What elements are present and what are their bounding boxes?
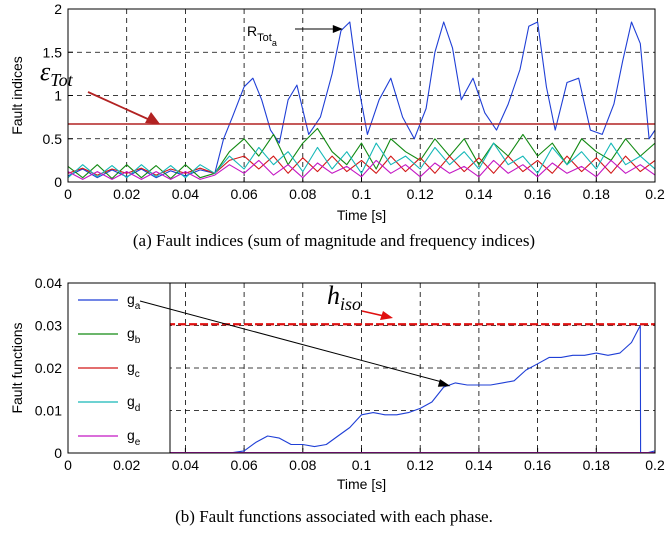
x-tick-label: 0.12 — [407, 186, 434, 202]
y-tick-label: 0.03 — [35, 318, 62, 334]
threshold-arrow-b — [361, 310, 385, 317]
series-line-a-5 — [68, 159, 655, 180]
x-tick-label: 0.14 — [465, 186, 492, 202]
threshold-label-epsilon: εTot — [40, 57, 74, 90]
x-tick-label: 0.06 — [230, 186, 257, 202]
x-tick-label: 0.18 — [583, 186, 610, 202]
y-tick-label: 0.04 — [35, 275, 62, 291]
y-tick-label: 0.5 — [43, 131, 63, 147]
y-axis-label: Fault indices — [9, 56, 25, 135]
legend-label-b: gb — [127, 325, 141, 346]
threshold-arrowhead-b — [380, 311, 393, 320]
y-tick-label: 2 — [54, 1, 62, 17]
x-tick-label: 0.14 — [465, 457, 492, 473]
threshold-label-hiso: hiso — [327, 281, 361, 314]
legend-pointer-arrowhead — [437, 379, 451, 387]
x-tick-label: 0.16 — [524, 186, 551, 202]
series-group — [156, 324, 655, 453]
series-group — [68, 21, 655, 180]
x-tick-label: 0.08 — [289, 457, 316, 473]
x-axis-label: Time [s] — [337, 207, 386, 223]
x-tick-label: 0.02 — [113, 457, 140, 473]
y-tick-label: 0.02 — [35, 360, 62, 376]
threshold-arrowhead-a — [145, 112, 160, 124]
y-tick-label: 0 — [54, 174, 62, 190]
x-tick-label: 0.02 — [113, 186, 140, 202]
x-tick-label: 0.1 — [352, 457, 372, 473]
legend-pointer-arrow — [139, 300, 443, 383]
figure-caption-a: (a) Fault indices (sum of magnitude and … — [133, 231, 535, 250]
y-tick-label: 0 — [54, 445, 62, 461]
x-tick-label: 0.04 — [172, 457, 199, 473]
annotation-rtot-label: RTota — [247, 23, 277, 48]
series-line-a-2 — [68, 127, 655, 180]
x-tick-label: 0.1 — [352, 186, 372, 202]
chart-panel-a: 0 0.02 0.04 0.06 0.08 0.1 0.12 0.14 0.16 0.18 0.2 0… — [9, 1, 665, 250]
y-axis-label: Fault functions — [9, 322, 25, 413]
chart-panel-b: 0 0.02 0.04 0.06 0.08 0.1 0.12 0.14 0.16 0.18 0.2 0… — [9, 275, 665, 526]
legend-label-e: ge — [127, 427, 141, 448]
y-tick-label: 0.01 — [35, 403, 62, 419]
legend: ga gb gc gd ge — [67, 282, 171, 454]
y-tick-label: 1.5 — [43, 44, 63, 60]
series-line-a-1 — [68, 21, 655, 179]
figure-caption-b: (b) Fault functions associated with each… — [175, 507, 493, 526]
legend-label-d: gd — [127, 393, 140, 414]
x-tick-label: 0 — [64, 457, 72, 473]
threshold-arrow-a — [87, 91, 151, 121]
legend-label-a: ga — [127, 291, 141, 312]
annotation-arrowhead — [332, 25, 343, 33]
series-line-a-3 — [68, 155, 655, 176]
x-tick-label: 0.2 — [645, 457, 665, 473]
x-tick-label: 0.06 — [230, 457, 257, 473]
x-tick-label: 0.16 — [524, 457, 551, 473]
plot-frame — [67, 8, 656, 183]
y-tick-label: 1 — [54, 88, 62, 104]
x-tick-label: 0.12 — [407, 457, 434, 473]
x-axis-label: Time [s] — [337, 476, 386, 492]
series-line-b-1 — [156, 324, 655, 453]
x-tick-label: 0 — [64, 186, 72, 202]
legend-label-c: gc — [127, 359, 140, 380]
series-line-a-4 — [68, 142, 655, 179]
x-tick-label: 0.04 — [172, 186, 199, 202]
x-tick-label: 0.18 — [583, 457, 610, 473]
x-tick-label: 0.08 — [289, 186, 316, 202]
x-tick-label: 0.2 — [645, 186, 665, 202]
